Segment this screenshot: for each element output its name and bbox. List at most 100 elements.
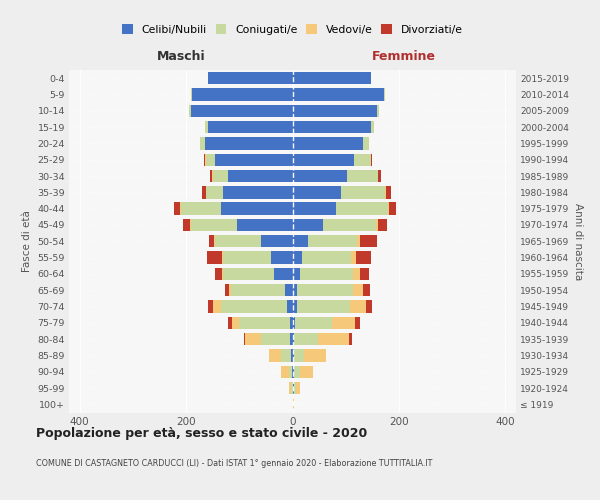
Bar: [386, 186, 391, 198]
Bar: [293, 88, 384, 101]
Bar: [221, 300, 287, 312]
Bar: [293, 382, 296, 394]
Bar: [378, 170, 381, 182]
Bar: [351, 252, 356, 264]
Bar: [356, 252, 371, 264]
Bar: [223, 186, 293, 198]
Bar: [205, 137, 293, 149]
Bar: [189, 104, 191, 117]
Bar: [349, 333, 352, 345]
Bar: [261, 333, 290, 345]
Bar: [290, 316, 293, 329]
Bar: [293, 252, 302, 264]
Bar: [377, 104, 379, 117]
Bar: [297, 284, 353, 296]
Bar: [363, 284, 370, 296]
Bar: [350, 300, 366, 312]
Bar: [204, 154, 205, 166]
Bar: [193, 88, 293, 101]
Bar: [287, 300, 293, 312]
Bar: [208, 121, 293, 134]
Bar: [293, 104, 377, 117]
Bar: [213, 300, 221, 312]
Text: Femmine: Femmine: [372, 50, 436, 64]
Bar: [371, 121, 374, 134]
Bar: [239, 316, 290, 329]
Bar: [371, 154, 372, 166]
Bar: [293, 268, 301, 280]
Y-axis label: Anni di nascita: Anni di nascita: [574, 202, 583, 280]
Bar: [191, 218, 236, 231]
Legend: Celibi/Nubili, Coniugati/e, Vedovi/e, Divorziati/e: Celibi/Nubili, Coniugati/e, Vedovi/e, Di…: [120, 22, 465, 37]
Bar: [208, 72, 293, 85]
Bar: [221, 202, 293, 215]
Bar: [202, 186, 206, 198]
Bar: [353, 154, 371, 166]
Bar: [300, 366, 313, 378]
Bar: [190, 218, 191, 231]
Bar: [232, 316, 239, 329]
Bar: [360, 268, 368, 280]
Bar: [191, 104, 293, 117]
Bar: [281, 349, 292, 362]
Bar: [336, 202, 388, 215]
Bar: [206, 186, 223, 198]
Bar: [378, 218, 386, 231]
Bar: [297, 300, 350, 312]
Bar: [229, 284, 232, 296]
Bar: [293, 349, 294, 362]
Bar: [294, 333, 318, 345]
Bar: [341, 186, 385, 198]
Bar: [181, 202, 221, 215]
Bar: [318, 333, 349, 345]
Bar: [215, 154, 293, 166]
Bar: [308, 235, 358, 248]
Bar: [226, 284, 229, 296]
Bar: [294, 349, 304, 362]
Bar: [206, 154, 215, 166]
Bar: [210, 170, 212, 182]
Bar: [366, 300, 373, 312]
Bar: [244, 333, 245, 345]
Bar: [205, 121, 208, 134]
Bar: [389, 202, 396, 215]
Bar: [353, 268, 360, 280]
Y-axis label: Fasce di età: Fasce di età: [22, 210, 32, 272]
Bar: [191, 88, 193, 101]
Bar: [290, 333, 293, 345]
Bar: [296, 382, 301, 394]
Text: Popolazione per età, sesso e stato civile - 2020: Popolazione per età, sesso e stato civil…: [36, 428, 367, 440]
Bar: [293, 202, 336, 215]
Bar: [293, 316, 295, 329]
Bar: [200, 137, 205, 149]
Bar: [355, 316, 360, 329]
Bar: [293, 72, 371, 85]
Bar: [301, 268, 353, 280]
Bar: [208, 300, 213, 312]
Bar: [293, 137, 363, 149]
Text: Maschi: Maschi: [157, 50, 205, 64]
Bar: [284, 284, 293, 296]
Bar: [215, 235, 260, 248]
Bar: [227, 170, 293, 182]
Bar: [295, 316, 332, 329]
Bar: [232, 284, 284, 296]
Bar: [289, 382, 292, 394]
Bar: [289, 366, 292, 378]
Bar: [293, 300, 297, 312]
Bar: [292, 382, 293, 394]
Bar: [363, 137, 369, 149]
Bar: [293, 121, 371, 134]
Bar: [222, 268, 223, 280]
Bar: [245, 333, 261, 345]
Bar: [274, 268, 293, 280]
Bar: [222, 252, 223, 264]
Bar: [293, 333, 294, 345]
Bar: [214, 235, 215, 248]
Bar: [293, 154, 353, 166]
Bar: [260, 235, 293, 248]
Bar: [293, 366, 300, 378]
Bar: [227, 316, 232, 329]
Bar: [353, 284, 363, 296]
Bar: [269, 349, 281, 362]
